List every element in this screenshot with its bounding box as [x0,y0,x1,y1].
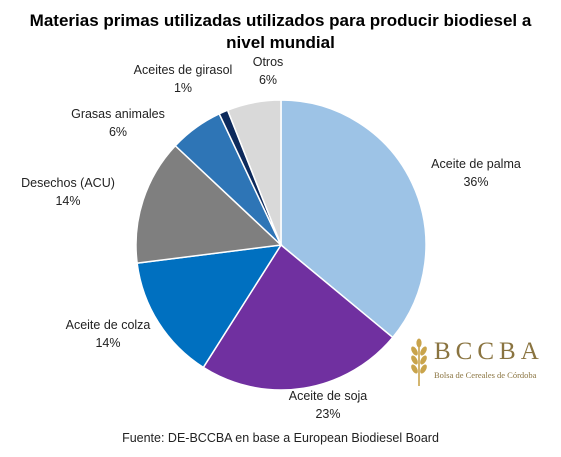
slice-label-aceite-de-palma: Aceite de palma 36% [431,157,521,189]
wheat-icon [411,338,427,386]
logo-name: BCCBA [434,338,544,365]
pie-labels: Aceite de palma 36% Aceite de soja 23% Aceit… [21,55,521,421]
slice-label-aceite-de-soja: Aceite de soja 23% [289,389,368,421]
pie-slice-otros [226,99,282,246]
bccba-logo: BCCBA Bolsa de Cereales de Córdoba [408,338,558,388]
pie-slices [135,99,427,391]
slice-label-aceites-de-girasol: Aceites de girasol 1% [134,63,233,95]
chart-title: Materias primas utilizadas utilizados pa… [0,10,561,54]
chart-title-line-2: nivel mundial [226,33,335,52]
pie-slice-desechos-acu [135,144,283,265]
slice-label-desechos-acu: Desechos (ACU) 14% [21,176,115,208]
pie-slice-aceite-de-colza [136,244,283,369]
chart-title-line-1: Materias primas utilizadas utilizados pa… [29,11,532,30]
pie-slice-aceite-de-soja [202,243,394,391]
pie-slice-aceite-de-palma [280,99,427,339]
slice-label-grasas-animales: Grasas animales 6% [71,107,165,139]
slice-label-otros: Otros 6% [253,55,284,87]
source-note: Fuente: DE-BCCBA en base a European Biod… [122,431,439,445]
slice-label-aceite-de-colza: Aceite de colza 14% [66,318,151,350]
logo-subtitle: Bolsa de Cereales de Córdoba [434,370,537,380]
